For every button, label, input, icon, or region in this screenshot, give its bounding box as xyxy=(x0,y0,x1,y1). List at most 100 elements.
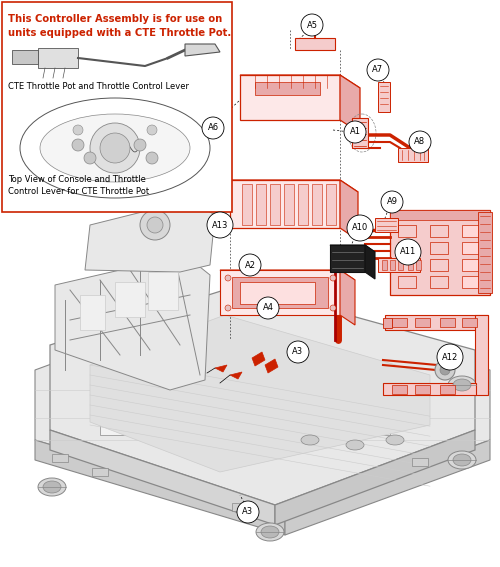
Polygon shape xyxy=(378,82,390,112)
Polygon shape xyxy=(115,282,145,317)
Polygon shape xyxy=(38,48,78,68)
Polygon shape xyxy=(398,148,428,162)
Circle shape xyxy=(330,275,336,281)
Polygon shape xyxy=(365,245,375,279)
Circle shape xyxy=(225,305,231,311)
Polygon shape xyxy=(52,454,68,462)
Polygon shape xyxy=(398,242,416,254)
Text: A9: A9 xyxy=(386,197,398,206)
Polygon shape xyxy=(375,218,398,232)
Text: A13: A13 xyxy=(212,221,228,230)
Polygon shape xyxy=(385,315,488,330)
Circle shape xyxy=(134,139,146,151)
Ellipse shape xyxy=(448,376,476,394)
Polygon shape xyxy=(398,225,416,237)
Polygon shape xyxy=(55,255,210,390)
Circle shape xyxy=(73,125,83,135)
Polygon shape xyxy=(430,276,448,288)
Polygon shape xyxy=(330,245,365,272)
Text: A6: A6 xyxy=(208,124,218,133)
Ellipse shape xyxy=(453,379,471,391)
Circle shape xyxy=(239,254,261,276)
Polygon shape xyxy=(408,260,413,270)
Polygon shape xyxy=(92,158,138,175)
Text: Control Lever for CTE Throttle Pot: Control Lever for CTE Throttle Pot xyxy=(8,187,149,196)
Ellipse shape xyxy=(43,481,61,493)
Polygon shape xyxy=(240,75,360,88)
Text: A7: A7 xyxy=(372,66,384,74)
Circle shape xyxy=(237,501,259,523)
Text: A8: A8 xyxy=(414,138,426,146)
Polygon shape xyxy=(35,295,490,515)
Polygon shape xyxy=(330,245,375,252)
Polygon shape xyxy=(440,318,455,327)
Polygon shape xyxy=(275,430,475,525)
Circle shape xyxy=(287,341,309,363)
Circle shape xyxy=(140,210,170,240)
Polygon shape xyxy=(462,318,477,327)
Polygon shape xyxy=(242,184,252,225)
Polygon shape xyxy=(12,50,38,64)
Polygon shape xyxy=(80,295,105,330)
Text: A3: A3 xyxy=(292,348,304,357)
Ellipse shape xyxy=(261,526,279,538)
Circle shape xyxy=(257,297,279,319)
Polygon shape xyxy=(390,210,490,220)
Polygon shape xyxy=(462,276,480,288)
Polygon shape xyxy=(398,259,416,271)
Polygon shape xyxy=(284,184,294,225)
Ellipse shape xyxy=(256,523,284,541)
Ellipse shape xyxy=(448,451,476,469)
Circle shape xyxy=(409,131,431,153)
Polygon shape xyxy=(416,260,421,270)
Circle shape xyxy=(395,239,421,265)
Polygon shape xyxy=(390,260,395,270)
Text: This Controller Assembly is for use on: This Controller Assembly is for use on xyxy=(8,14,222,24)
Polygon shape xyxy=(392,318,407,327)
Polygon shape xyxy=(265,359,278,373)
Circle shape xyxy=(381,191,403,213)
Polygon shape xyxy=(50,430,275,525)
Polygon shape xyxy=(440,385,455,394)
Polygon shape xyxy=(462,259,480,271)
Polygon shape xyxy=(352,118,368,148)
Circle shape xyxy=(147,217,163,233)
Polygon shape xyxy=(390,210,490,295)
Polygon shape xyxy=(462,225,480,237)
Polygon shape xyxy=(256,184,266,225)
Circle shape xyxy=(440,365,450,375)
Ellipse shape xyxy=(301,435,319,445)
Polygon shape xyxy=(312,184,322,225)
Polygon shape xyxy=(475,315,488,395)
Text: Top View of Console and Throttle: Top View of Console and Throttle xyxy=(8,175,146,184)
Polygon shape xyxy=(430,225,448,237)
Ellipse shape xyxy=(453,454,471,466)
Text: A1: A1 xyxy=(350,128,360,137)
Polygon shape xyxy=(185,44,220,56)
Polygon shape xyxy=(232,277,328,308)
Polygon shape xyxy=(92,468,108,476)
Polygon shape xyxy=(295,38,335,50)
Text: A3: A3 xyxy=(242,507,254,517)
Polygon shape xyxy=(100,418,390,435)
Polygon shape xyxy=(340,75,360,133)
Polygon shape xyxy=(285,440,490,535)
Polygon shape xyxy=(220,270,355,280)
Ellipse shape xyxy=(40,114,190,182)
Circle shape xyxy=(330,305,336,311)
Polygon shape xyxy=(252,352,265,366)
Circle shape xyxy=(147,125,157,135)
Circle shape xyxy=(202,117,224,139)
Polygon shape xyxy=(85,200,215,272)
Polygon shape xyxy=(430,259,448,271)
Circle shape xyxy=(207,212,233,238)
Polygon shape xyxy=(230,180,358,192)
Polygon shape xyxy=(415,318,430,327)
Ellipse shape xyxy=(20,98,210,198)
Polygon shape xyxy=(220,270,340,315)
Polygon shape xyxy=(148,272,178,310)
Polygon shape xyxy=(412,458,428,466)
Text: units equipped with a CTE Throttle Pot.: units equipped with a CTE Throttle Pot. xyxy=(8,28,231,38)
Polygon shape xyxy=(255,82,320,95)
Polygon shape xyxy=(398,276,416,288)
